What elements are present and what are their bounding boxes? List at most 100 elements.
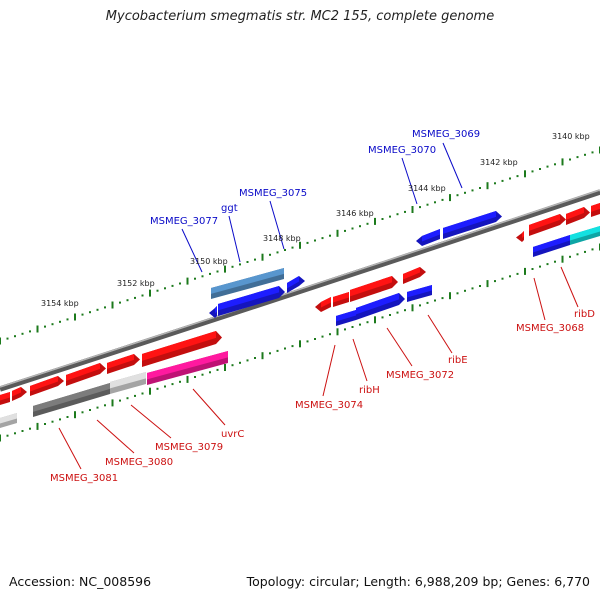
- label-leader: [96, 419, 135, 454]
- gene-block-shine: [591, 203, 600, 212]
- dots-outer-dot: [419, 206, 421, 209]
- dots-inner-dot: [381, 316, 384, 319]
- dots-inner-dot: [516, 272, 519, 275]
- gene-block-shine: [215, 306, 217, 314]
- dots-inner-dot: [344, 328, 346, 331]
- dots-outer-dot: [359, 225, 361, 228]
- gene-label[interactable]: MSMEG_3081: [50, 473, 118, 484]
- kbp-tick-label: 3142 kbp: [480, 158, 518, 167]
- gene-label[interactable]: MSMEG_3072: [386, 370, 454, 381]
- gene-block-shine: [529, 214, 560, 231]
- gene-label[interactable]: MSMEG_3074: [295, 400, 363, 411]
- dots-outer-dot: [134, 296, 136, 299]
- gene-block-shine: [522, 231, 524, 239]
- dots-inner-dot: [269, 352, 271, 355]
- dots-inner-dot: [51, 420, 54, 423]
- dots-outer-dot: [291, 246, 294, 249]
- dots-outer-dot: [284, 249, 286, 251]
- dots-inner-dot: [539, 265, 541, 268]
- dots-inner-dot: [44, 423, 46, 425]
- dots-outer-dot: [66, 318, 69, 321]
- gene-block-shine: [142, 331, 216, 361]
- gene-label[interactable]: MSMEG_3080: [105, 457, 173, 468]
- dots-outer-dot: [396, 213, 399, 216]
- dots-inner-dot: [531, 268, 534, 270]
- gene-block-shine: [30, 376, 58, 392]
- label-leader: [442, 142, 463, 189]
- dots-outer-dot: [126, 299, 129, 302]
- dots-inner-dot: [254, 357, 256, 359]
- dots-outer-dot: [156, 289, 159, 292]
- dots-outer-dot: [59, 320, 61, 323]
- dots-outer-dot: [329, 234, 331, 237]
- backbone-line: [0, 189, 600, 392]
- dots-outer-dot: [516, 175, 519, 178]
- gene-label[interactable]: ggt: [221, 203, 238, 214]
- accession-text: Accession: NC_008596: [9, 574, 152, 589]
- gene-block-shine: [33, 395, 70, 412]
- dots-outer-dot: [464, 191, 466, 194]
- dots-inner-dot: [6, 434, 9, 437]
- dots-inner-dot: [284, 347, 286, 350]
- gene-block-shine: [218, 286, 279, 311]
- gene-block[interactable]: [287, 276, 305, 293]
- dots-inner-dot: [554, 260, 556, 263]
- gene-label[interactable]: MSMEG_3068: [516, 323, 584, 334]
- gene-label[interactable]: ribH: [359, 385, 380, 396]
- dots-inner-dot: [194, 376, 196, 378]
- dots-inner-dot: [29, 427, 31, 430]
- dots-inner-dot: [59, 418, 61, 421]
- dots-inner-dot: [584, 250, 586, 253]
- dots-outer-dot: [44, 325, 46, 328]
- gene-label[interactable]: MSMEG_3077: [150, 216, 218, 227]
- dots-inner-dot: [209, 371, 211, 374]
- gene-label[interactable]: MSMEG_3070: [368, 145, 436, 156]
- dots-inner-dot: [246, 359, 249, 362]
- dots-inner-dot: [276, 349, 279, 352]
- dots-outer-dot: [509, 177, 511, 180]
- dots-outer-dot: [14, 335, 16, 338]
- dots-outer-dot: [194, 277, 196, 280]
- dots-outer-dot: [21, 332, 24, 335]
- gene-label[interactable]: MSMEG_3079: [155, 442, 223, 453]
- gene-label[interactable]: MSMEG_3069: [412, 129, 480, 140]
- dots-outer-dot: [119, 301, 121, 304]
- kbp-tick-label: 3146 kbp: [336, 209, 374, 218]
- kbp-tick-label: 3148 kbp: [263, 234, 301, 243]
- dots-inner-dot: [216, 368, 219, 371]
- dots-outer-dot: [314, 239, 316, 242]
- dots-outer-dot: [344, 229, 346, 232]
- gene-label[interactable]: uvrC: [221, 429, 244, 440]
- dots-inner-dot: [96, 406, 99, 409]
- dots-outer-dot: [179, 282, 181, 285]
- dots-outer-dot: [306, 241, 309, 244]
- gene-block-shine: [336, 310, 356, 322]
- dots-inner-dot: [426, 301, 429, 304]
- gene-block-shine: [287, 276, 299, 289]
- label-leader: [322, 344, 336, 397]
- gene-label[interactable]: ribD: [574, 309, 595, 320]
- label-leader: [269, 200, 285, 250]
- label-leader-lines: [58, 142, 579, 470]
- dots-inner-dot: [134, 394, 136, 397]
- gene-block-shine: [107, 354, 134, 369]
- kbp-tick-label: 3144 kbp: [408, 184, 446, 193]
- dots-inner-dot: [171, 383, 174, 386]
- label-leader: [401, 157, 418, 205]
- dots-outer-dot: [471, 189, 474, 192]
- dots-outer-dot: [479, 187, 481, 189]
- dots-inner-dot: [66, 416, 69, 418]
- gene-block[interactable]: [403, 267, 426, 284]
- dots-outer-dot: [404, 210, 406, 213]
- label-leader: [560, 266, 579, 308]
- dots-outer-dot: [239, 263, 241, 266]
- dots-inner-dot: [306, 340, 309, 343]
- kbp-tick-label: 3154 kbp: [41, 299, 79, 308]
- dots-outer-dot: [569, 158, 571, 161]
- label-leader: [386, 327, 413, 367]
- dots-outer-dot: [246, 261, 249, 263]
- gene-label[interactable]: MSMEG_3075: [239, 188, 307, 199]
- label-leader: [352, 338, 368, 382]
- gene-label[interactable]: ribE: [448, 355, 468, 366]
- dots-inner-dot: [291, 345, 294, 348]
